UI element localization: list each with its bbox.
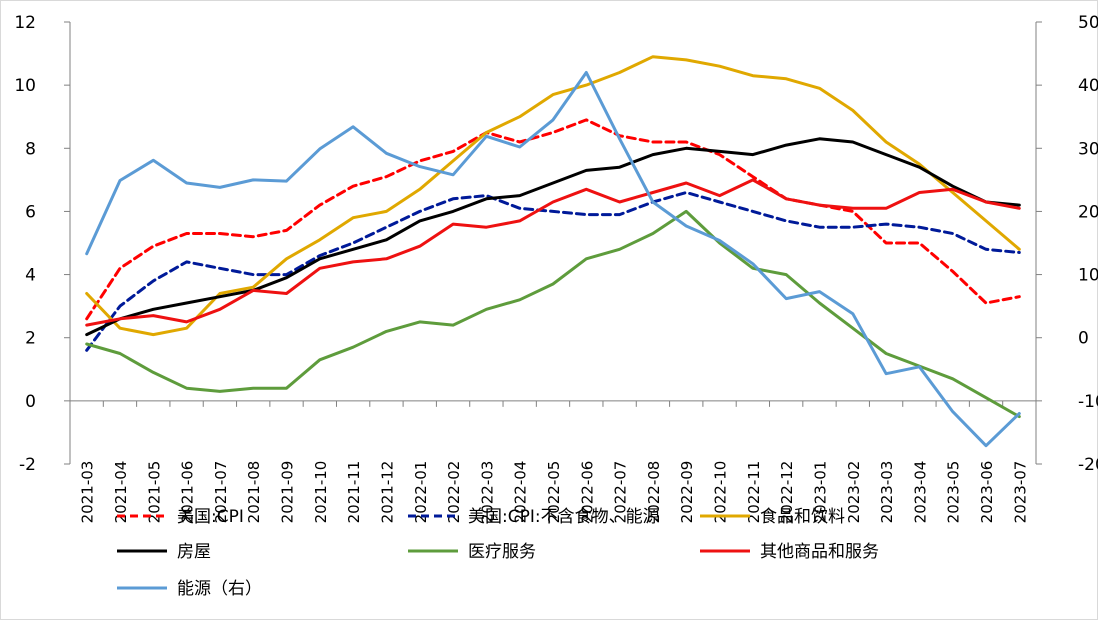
x-tick-label: 2021-03 xyxy=(79,461,97,524)
left-tick-label: 8 xyxy=(25,139,36,159)
series-lines xyxy=(85,55,1021,448)
left-tick-label: 10 xyxy=(14,76,36,96)
x-tick-label: 2023-07 xyxy=(1011,461,1029,524)
legend-label: 医疗服务 xyxy=(468,542,536,562)
x-tick-label: 2022-01 xyxy=(412,461,430,524)
x-tick-label: 2022-04 xyxy=(512,461,530,524)
series-line-6 xyxy=(85,178,1021,327)
x-tick-label: 2021-05 xyxy=(145,461,163,524)
axes: -2024681012-20-10010203040502021-032021-… xyxy=(14,13,1098,523)
x-tick-label: 2022-12 xyxy=(778,461,796,524)
right-tick-label: -20 xyxy=(1078,455,1098,475)
x-tick-label: 2023-02 xyxy=(845,461,863,524)
legend-label: 美国:CPI:不含食物、能源 xyxy=(468,507,660,527)
x-tick-label: 2023-01 xyxy=(811,461,829,524)
right-tick-label: 10 xyxy=(1078,266,1098,286)
x-tick-label: 2022-06 xyxy=(578,461,596,524)
series-line-7 xyxy=(85,71,1021,448)
right-tick-label: 0 xyxy=(1078,329,1089,349)
series-line-2 xyxy=(85,191,1021,352)
legend-label: 其他商品和服务 xyxy=(760,542,879,562)
x-tick-label: 2021-04 xyxy=(112,461,130,524)
left-tick-label: 2 xyxy=(25,329,36,349)
x-tick-label: 2021-07 xyxy=(212,461,230,524)
x-tick-label: 2021-06 xyxy=(179,461,197,524)
right-tick-label: 50 xyxy=(1078,13,1098,33)
x-tick-label: 2021-09 xyxy=(279,461,297,524)
x-tick-label: 2023-04 xyxy=(911,461,929,524)
x-tick-label: 2022-10 xyxy=(712,461,730,524)
x-tick-label: 2023-05 xyxy=(945,461,963,524)
x-tick-label: 2022-11 xyxy=(745,461,763,524)
right-tick-label: -10 xyxy=(1078,392,1098,412)
right-tick-label: 30 xyxy=(1078,139,1098,159)
left-tick-label: 4 xyxy=(25,266,36,286)
x-tick-label: 2021-11 xyxy=(345,461,363,524)
series-line-3 xyxy=(85,55,1021,337)
left-tick-label: 12 xyxy=(14,13,36,33)
x-tick-label: 2022-05 xyxy=(545,461,563,524)
legend-label: 能源（右） xyxy=(177,579,262,599)
x-tick-label: 2021-08 xyxy=(245,461,263,524)
x-tick-label: 2022-08 xyxy=(645,461,663,524)
x-tick-label: 2021-12 xyxy=(378,461,396,524)
right-tick-label: 20 xyxy=(1078,202,1098,222)
x-tick-label: 2022-09 xyxy=(678,461,696,524)
x-tick-label: 2021-10 xyxy=(312,461,330,524)
x-tick-label: 2023-03 xyxy=(878,461,896,524)
left-tick-label: 6 xyxy=(25,202,36,222)
x-tick-label: 2022-03 xyxy=(478,461,496,524)
legend-label: 食品和饮料 xyxy=(760,507,845,527)
left-tick-label: 0 xyxy=(25,392,36,412)
x-tick-label: 2022-02 xyxy=(445,461,463,524)
legend-label: 房屋 xyxy=(177,542,211,562)
x-tick-label: 2022-07 xyxy=(612,461,630,524)
x-tick-label: 2023-06 xyxy=(978,461,996,524)
series-line-4 xyxy=(85,137,1021,337)
right-tick-label: 40 xyxy=(1078,76,1098,96)
legend-label: 美国:CPI xyxy=(177,507,244,527)
left-tick-label: -2 xyxy=(19,455,36,475)
